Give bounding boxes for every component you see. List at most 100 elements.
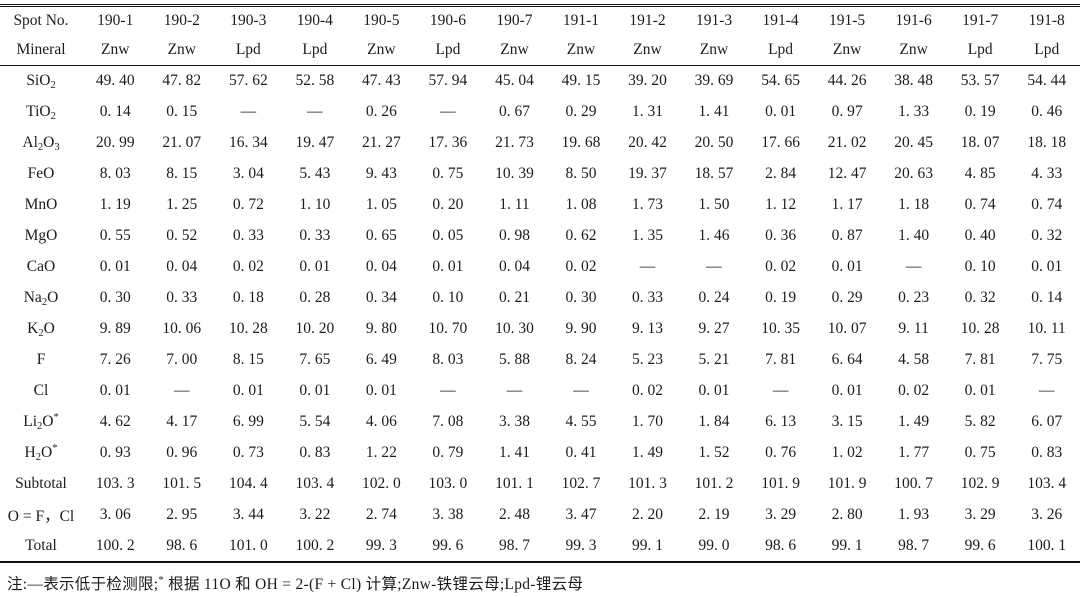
value-cell: 0. 30 xyxy=(99,289,131,306)
value-cell: 0. 75 xyxy=(432,165,464,182)
value-cell: 8. 50 xyxy=(565,165,597,182)
value-cell: 99. 1 xyxy=(632,536,664,554)
value-cell: 19. 68 xyxy=(561,134,601,151)
value-cell: 1. 41 xyxy=(498,444,530,461)
table-row: Al2O3 20. 99 21. 07 16. 34 19. 47 21. 27 17. 3… xyxy=(0,128,1080,159)
value-cell: 0. 01 xyxy=(232,382,264,399)
value-cell: 1. 41 xyxy=(698,103,730,120)
value-cell: 0. 73 xyxy=(232,444,264,461)
value-cell: — xyxy=(307,103,323,120)
table-row: Na2O 0. 30 0. 33 0. 18 0. 28 0. 34 0. 10 0. 21 0… xyxy=(0,283,1080,314)
value-cell: 101. 1 xyxy=(495,475,534,492)
value-cell: 0. 02 xyxy=(232,258,264,275)
value-cell: 5. 88 xyxy=(498,351,530,368)
mineral-type-cell: Lpd xyxy=(435,41,461,59)
spot-column-header: 191-8 xyxy=(1028,12,1065,30)
mineral-type-cell: Znw xyxy=(367,41,396,59)
spot-column-header: 191-7 xyxy=(962,12,999,30)
value-cell: 0. 34 xyxy=(365,289,397,306)
value-cell: 0. 15 xyxy=(166,103,198,120)
value-cell: 99. 3 xyxy=(365,536,397,554)
value-cell: 2. 48 xyxy=(498,506,530,523)
value-cell: 21. 27 xyxy=(362,134,401,151)
value-cell: 99. 6 xyxy=(432,536,464,554)
value-cell: 9. 27 xyxy=(698,320,730,337)
value-cell: 0. 21 xyxy=(498,289,530,306)
value-cell: 3. 38 xyxy=(498,413,530,430)
value-cell: 9. 13 xyxy=(632,320,664,337)
value-cell: 21. 73 xyxy=(495,134,534,151)
spot-column-header: 191-1 xyxy=(562,12,600,30)
value-cell: 0. 96 xyxy=(166,444,198,461)
value-cell: 39. 20 xyxy=(628,72,667,90)
value-cell: 57. 94 xyxy=(428,72,468,90)
value-cell: 10. 30 xyxy=(495,320,534,337)
value-cell: 1. 10 xyxy=(299,196,331,213)
value-cell: 0. 55 xyxy=(99,227,131,244)
row-label: Li2O* xyxy=(23,412,59,432)
value-cell: 10. 35 xyxy=(761,320,800,337)
value-cell: 98. 7 xyxy=(898,536,930,554)
mineral-type-cell: Lpd xyxy=(967,41,993,59)
value-cell: 0. 29 xyxy=(565,103,597,120)
value-cell: 9. 11 xyxy=(898,320,929,337)
row-label: MnO xyxy=(24,196,58,213)
value-cell: 0. 33 xyxy=(632,289,664,306)
value-cell: 99. 6 xyxy=(964,536,996,554)
spot-column-header: 191-5 xyxy=(829,12,866,30)
value-cell: 0. 02 xyxy=(565,258,597,275)
mineral-type-cell: Znw xyxy=(167,41,196,59)
table-row: Li2O* 4. 62 4. 17 6. 99 5. 54 4. 06 7. 08 3. 38… xyxy=(0,407,1080,438)
value-cell: 6. 13 xyxy=(765,413,797,430)
value-cell: 1. 70 xyxy=(632,413,664,430)
value-cell: 1. 19 xyxy=(99,196,131,213)
value-cell: 8. 03 xyxy=(99,165,131,182)
value-cell: 0. 98 xyxy=(498,227,530,244)
value-cell: 4. 55 xyxy=(565,413,597,430)
table-row: CaO 0. 01 0. 04 0. 02 0. 01 0. 04 0. 01 0. 04 0.… xyxy=(0,252,1080,283)
value-cell: 0. 01 xyxy=(698,382,730,399)
value-cell: 99. 1 xyxy=(831,536,863,554)
value-cell: 103. 3 xyxy=(95,475,135,492)
value-cell: 10. 39 xyxy=(495,165,534,182)
value-cell: 7. 00 xyxy=(166,351,198,368)
value-cell: 0. 01 xyxy=(1031,258,1063,275)
value-cell: 10. 11 xyxy=(1027,320,1066,337)
value-cell: 20. 42 xyxy=(628,134,667,151)
value-cell: 101. 9 xyxy=(761,475,800,492)
table-row: O = F，Cl 3. 06 2. 95 3. 44 3. 22 2. 74 3. 38 2.… xyxy=(0,500,1080,531)
value-cell: 49. 40 xyxy=(95,72,135,90)
value-cell: 0. 40 xyxy=(964,227,996,244)
value-cell: 20. 50 xyxy=(694,134,734,151)
mineral-type-cell: Znw xyxy=(633,41,662,59)
spot-column-header: 190-3 xyxy=(230,12,267,30)
value-cell: 10. 20 xyxy=(295,320,335,337)
value-cell: 8. 15 xyxy=(232,351,264,368)
value-cell: 102. 0 xyxy=(362,475,401,492)
value-cell: 2. 84 xyxy=(765,165,797,182)
spot-column-header: 190-2 xyxy=(163,12,200,30)
spot-column-header: 190-7 xyxy=(496,12,533,30)
spot-column-header: 190-6 xyxy=(429,12,466,30)
value-cell: 20. 63 xyxy=(894,165,934,182)
value-cell: 0. 04 xyxy=(365,258,397,275)
value-cell: 100. 2 xyxy=(295,536,335,554)
value-cell: 5. 43 xyxy=(299,165,331,182)
value-cell: 1. 25 xyxy=(166,196,198,213)
mineral-type-cell: Lpd xyxy=(235,41,261,59)
value-cell: 1. 33 xyxy=(898,103,930,120)
value-cell: 101. 9 xyxy=(827,475,867,492)
value-cell: 7. 65 xyxy=(299,351,331,368)
value-cell: 18. 57 xyxy=(694,165,734,182)
value-cell: 0. 83 xyxy=(1031,444,1063,461)
row-label: TiO2 xyxy=(26,103,56,122)
table-row: H2O* 0. 93 0. 96 0. 73 0. 83 1. 22 0. 79 1. 41 0… xyxy=(0,438,1080,469)
value-cell: 1. 46 xyxy=(698,227,730,244)
table-row: MgO 0. 55 0. 52 0. 33 0. 33 0. 65 0. 05 0. 98 0.… xyxy=(0,221,1080,252)
value-cell: 3. 22 xyxy=(299,506,331,523)
value-cell: 103. 4 xyxy=(295,475,335,492)
value-cell: 103. 0 xyxy=(428,475,468,492)
value-cell: 7. 81 xyxy=(964,351,996,368)
value-cell: 101. 5 xyxy=(162,475,202,492)
